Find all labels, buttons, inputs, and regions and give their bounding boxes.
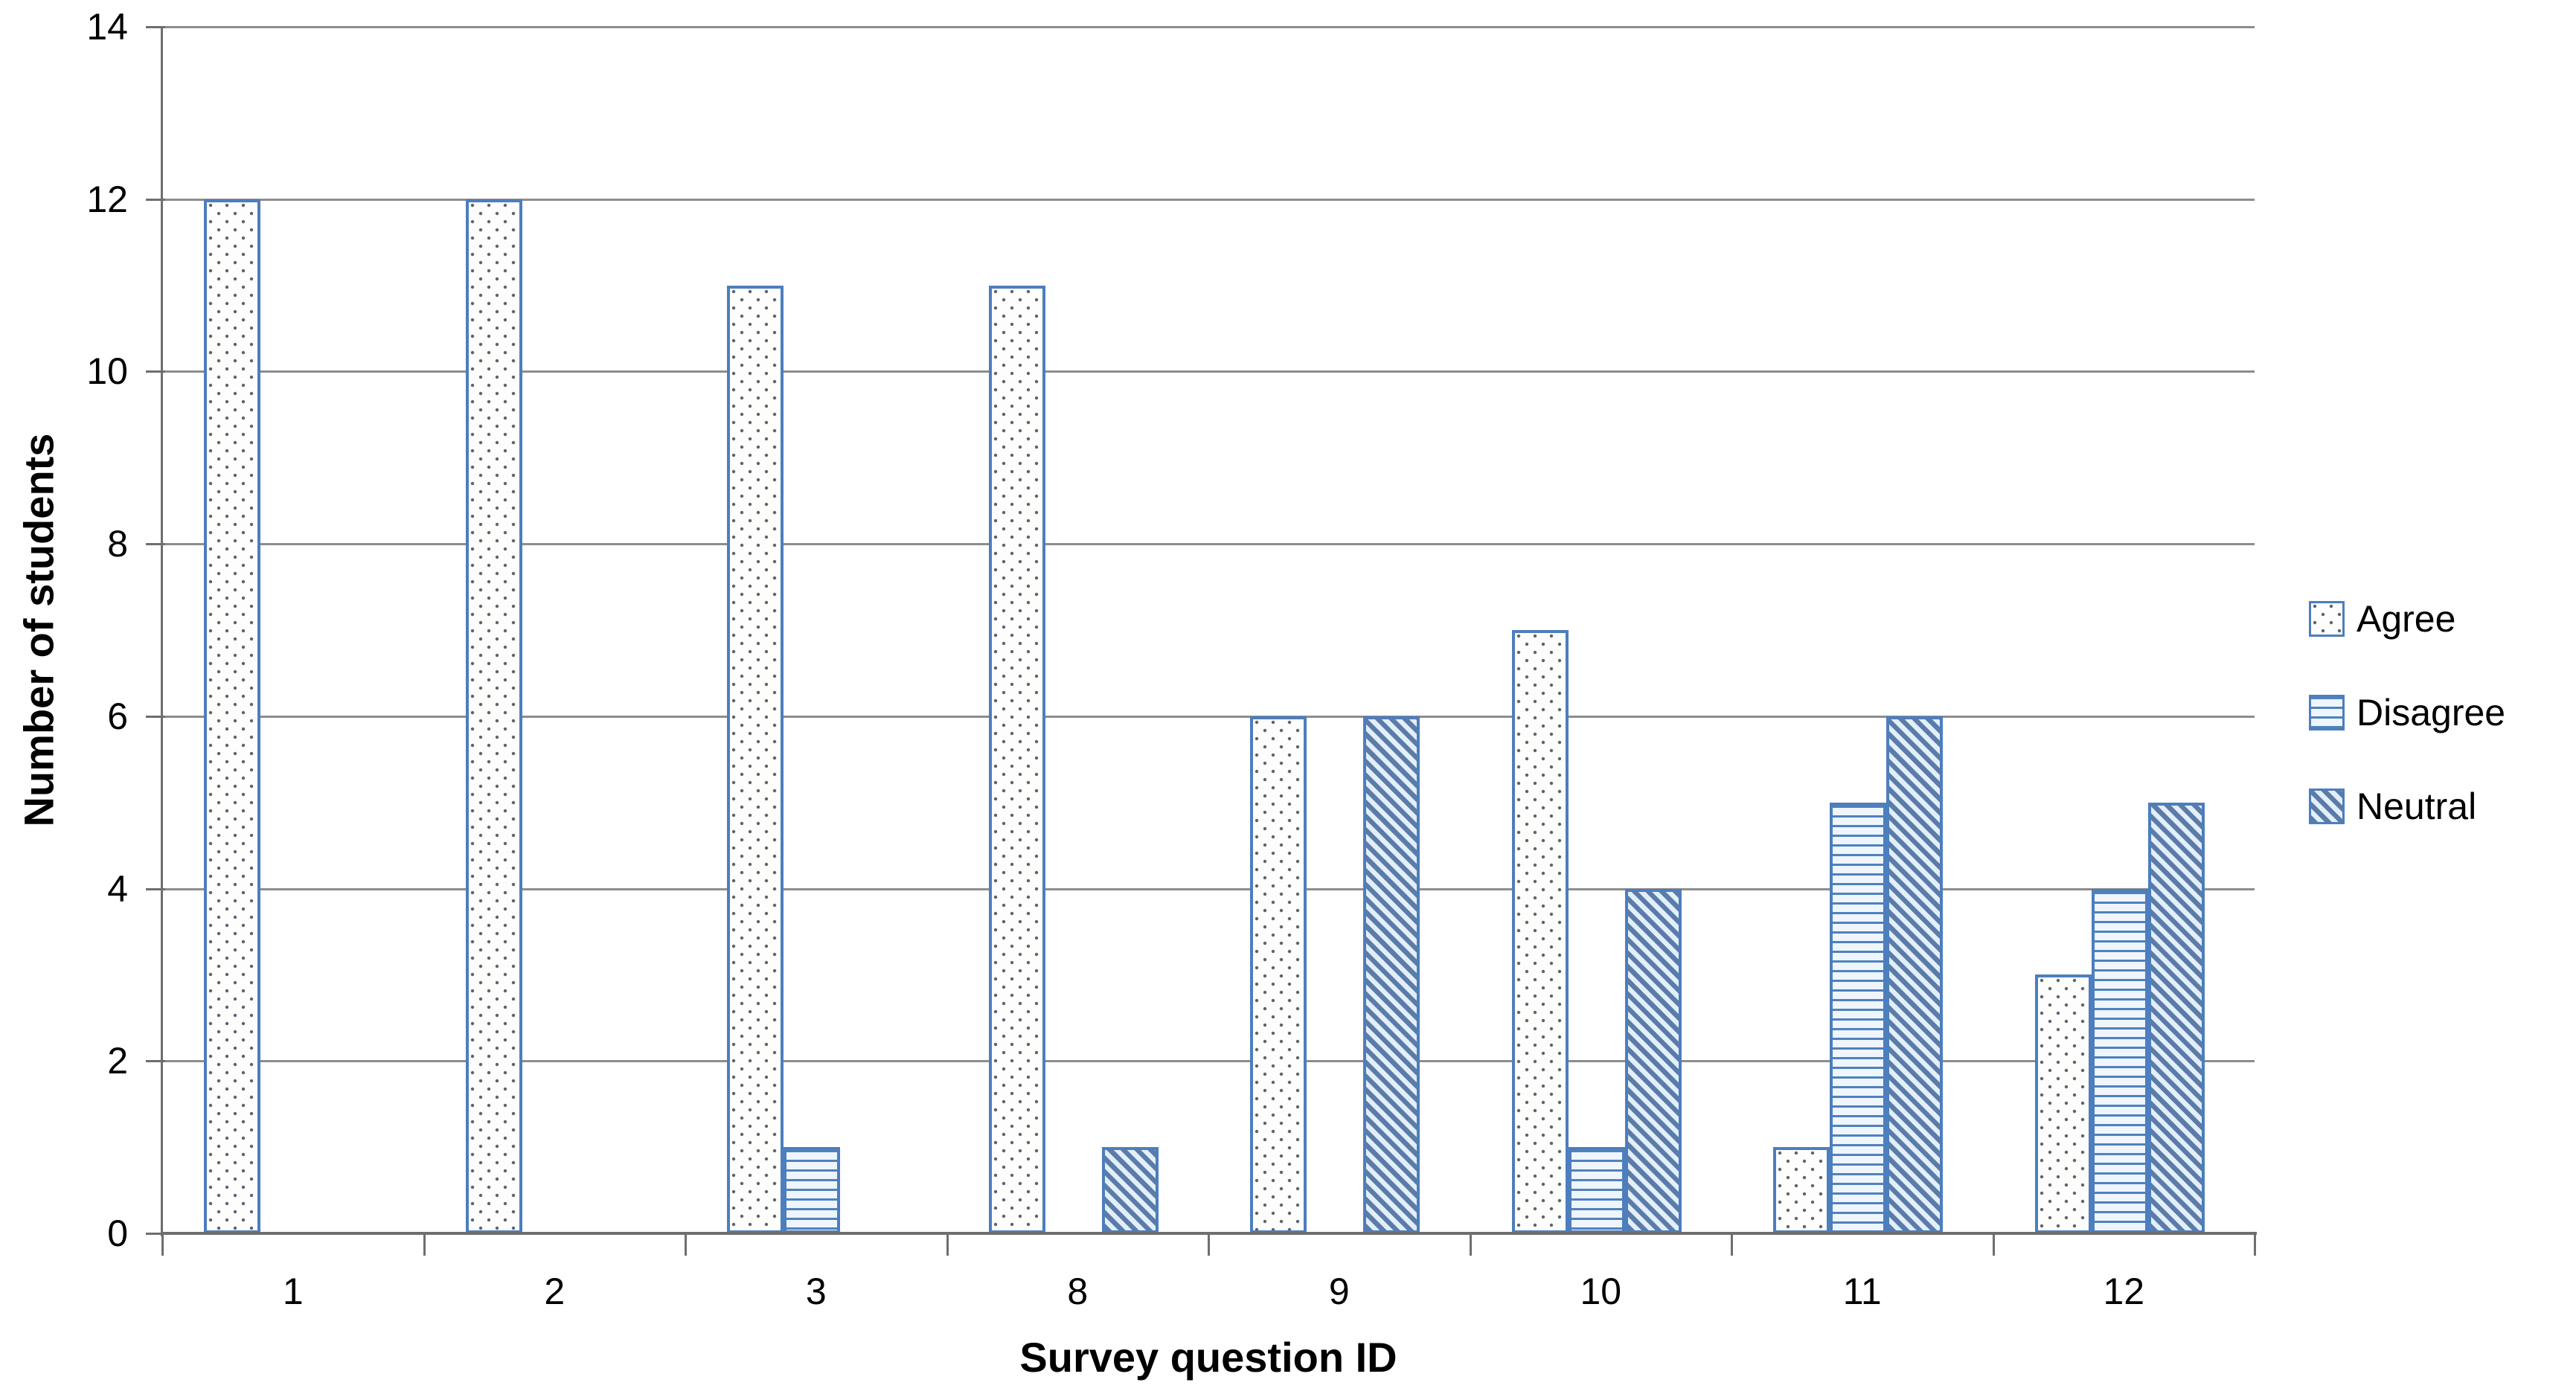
y-tick-4 bbox=[146, 887, 165, 890]
y-tick-0 bbox=[146, 1233, 165, 1235]
x-tick-label-12: 12 bbox=[2103, 1271, 2145, 1312]
bar-neutral-q9 bbox=[1363, 716, 1420, 1233]
bar-agree-q11 bbox=[1773, 1147, 1830, 1233]
x-tick-3 bbox=[946, 1233, 949, 1256]
y-axis-title: Number of students bbox=[15, 433, 63, 827]
gridline-y-14 bbox=[162, 26, 2255, 28]
bar-disagree-q12 bbox=[2091, 888, 2148, 1233]
x-tick-label-9: 9 bbox=[1328, 1271, 1350, 1312]
legend-label-agree: Agree bbox=[2356, 598, 2456, 640]
disagree-pattern-swatch-icon bbox=[2309, 695, 2345, 730]
x-tick-label-3: 3 bbox=[805, 1271, 827, 1312]
legend-label-disagree: Disagree bbox=[2356, 692, 2506, 733]
bar-agree-q3 bbox=[727, 285, 784, 1233]
legend-item-disagree: Disagree bbox=[2309, 693, 2505, 732]
y-tick-label-4: 4 bbox=[107, 867, 128, 910]
x-axis-title: Survey question ID bbox=[1019, 1334, 1397, 1381]
y-axis-line bbox=[161, 27, 163, 1236]
neutral-pattern-swatch-icon bbox=[2309, 789, 2345, 824]
y-tick-2 bbox=[146, 1060, 165, 1063]
bar-agree-q1 bbox=[204, 199, 260, 1233]
x-tick-label-11: 11 bbox=[1842, 1271, 1882, 1312]
x-tick-label-1: 1 bbox=[282, 1271, 304, 1312]
gridline-y-10 bbox=[162, 370, 2255, 373]
bar-neutral-q11 bbox=[1886, 716, 1943, 1233]
bar-agree-q9 bbox=[1250, 716, 1307, 1233]
legend-item-neutral: Neutral bbox=[2309, 787, 2505, 826]
y-tick-label-12: 12 bbox=[86, 178, 128, 220]
gridline-y-12 bbox=[162, 198, 2255, 201]
gridline-y-6 bbox=[162, 715, 2255, 718]
x-tick-1 bbox=[423, 1233, 426, 1256]
y-tick-8 bbox=[146, 543, 165, 546]
x-tick-0 bbox=[161, 1233, 164, 1256]
y-tick-label-6: 6 bbox=[107, 695, 128, 737]
bar-agree-q12 bbox=[2034, 974, 2092, 1233]
x-tick-label-10: 10 bbox=[1580, 1271, 1622, 1312]
gridline-y-2 bbox=[162, 1060, 2255, 1063]
bar-neutral-q12 bbox=[2147, 802, 2205, 1233]
bar-agree-q2 bbox=[465, 199, 522, 1233]
y-tick-14 bbox=[146, 26, 165, 28]
x-tick-label-8: 8 bbox=[1067, 1271, 1089, 1312]
y-tick-label-10: 10 bbox=[86, 350, 128, 393]
y-tick-12 bbox=[146, 198, 165, 201]
bar-disagree-q11 bbox=[1830, 802, 1886, 1233]
bar-agree-q8 bbox=[988, 285, 1045, 1233]
x-tick-6 bbox=[1731, 1233, 1733, 1256]
gridline-y-8 bbox=[162, 543, 2255, 546]
bar-disagree-q10 bbox=[1568, 1147, 1625, 1233]
gridline-y-4 bbox=[162, 887, 2255, 890]
bar-neutral-q8 bbox=[1101, 1147, 1159, 1233]
agree-pattern-swatch-icon bbox=[2309, 601, 2345, 637]
x-tick-2 bbox=[685, 1233, 687, 1256]
x-tick-4 bbox=[1208, 1233, 1210, 1256]
x-tick-label-2: 2 bbox=[544, 1271, 565, 1312]
y-tick-label-2: 2 bbox=[107, 1040, 128, 1082]
y-tick-label-0: 0 bbox=[107, 1213, 128, 1254]
legend-item-agree: Agree bbox=[2309, 600, 2505, 638]
y-tick-label-14: 14 bbox=[86, 6, 128, 48]
x-tick-5 bbox=[1469, 1233, 1472, 1256]
bar-agree-q10 bbox=[1511, 630, 1569, 1233]
y-tick-10 bbox=[146, 370, 165, 373]
legend: Agree Disagree Neutral bbox=[2309, 600, 2505, 881]
y-tick-label-8: 8 bbox=[107, 523, 128, 565]
bar-neutral-q10 bbox=[1624, 888, 1682, 1233]
legend-label-neutral: Neutral bbox=[2356, 786, 2477, 827]
bar-disagree-q3 bbox=[784, 1147, 840, 1233]
y-tick-6 bbox=[146, 715, 165, 718]
x-tick-7 bbox=[1992, 1233, 1995, 1256]
x-tick-8 bbox=[2254, 1233, 2256, 1256]
